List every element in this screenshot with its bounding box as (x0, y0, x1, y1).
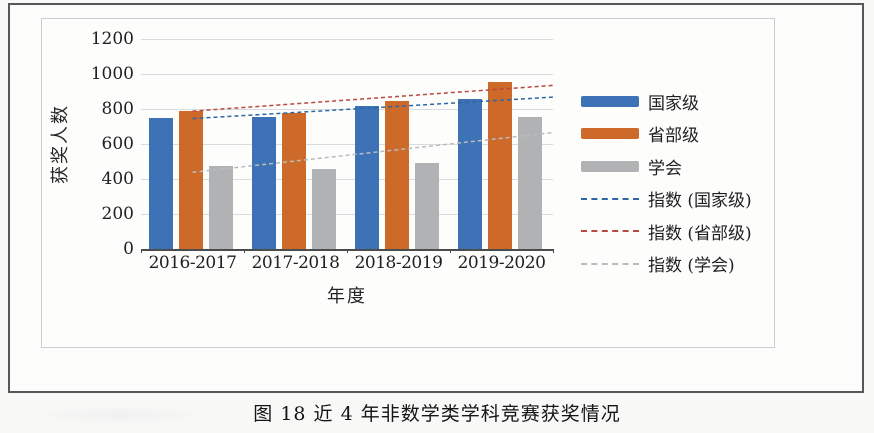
gridline (141, 144, 553, 145)
legend-item: 国家级 (581, 89, 699, 114)
legend-bar-swatch (581, 128, 639, 139)
legend-bar-swatch (581, 95, 639, 107)
y-axis-title: 获奖人数 (50, 104, 71, 184)
trendline-指数 (国家级) (192, 96, 554, 120)
x-axis-title: 年度 (327, 286, 367, 307)
bar-国家级-2018-2019 (355, 106, 379, 249)
y-tick-label: 200 (101, 204, 134, 224)
bar-国家级-2017-2018 (252, 116, 276, 249)
trendline-指数 (省部级) (192, 84, 554, 112)
bar-学会-2017-2018 (312, 168, 336, 249)
x-axis-tick-mark (347, 249, 348, 253)
bar-国家级-2019-2020 (458, 99, 482, 249)
x-tick-label: 2016-2017 (148, 253, 237, 273)
bar-省部级-2017-2018 (282, 112, 306, 249)
legend-line-swatch (581, 230, 639, 232)
x-axis-tick-mark (450, 249, 451, 253)
bar-省部级-2016-2017 (179, 110, 203, 249)
legend-line-swatch (581, 262, 639, 265)
trendline-指数 (学会) (192, 131, 554, 174)
legend-item: 省部级 (581, 122, 699, 146)
y-tick-label: 400 (101, 169, 134, 189)
legend-label: 指数 (学会) (648, 256, 735, 276)
legend-item: 指数 (国家级) (581, 187, 752, 211)
x-axis-tick-mark (244, 249, 245, 253)
y-tick-label: 1200 (90, 29, 134, 49)
y-tick-label: 0 (123, 239, 134, 259)
figure-caption: 图 18 近 4 年非数学类学科竞赛获奖情况 (253, 403, 621, 425)
legend-label: 学会 (648, 158, 682, 179)
x-axis-tick-mark (141, 249, 142, 253)
plot-area (141, 39, 554, 253)
y-tick-label: 1000 (90, 64, 134, 84)
gridline (141, 214, 553, 215)
legend-item: 学会 (581, 154, 682, 179)
gridline (141, 179, 553, 180)
bar-学会-2016-2017 (209, 165, 233, 249)
bar-学会-2018-2019 (415, 163, 439, 249)
legend-label: 省部级 (648, 126, 699, 146)
legend-item: 指数 (学会) (581, 252, 735, 276)
x-tick-label: 2017-2018 (251, 253, 340, 273)
legend-line-swatch (581, 197, 639, 200)
bar-国家级-2016-2017 (149, 117, 173, 249)
legend-label: 国家级 (648, 93, 699, 114)
legend-label: 指数 (省部级) (648, 223, 752, 244)
figure-frame: 获奖人数 0 200 400 600 800 1000 1200 2016-2017 2017… (8, 3, 864, 393)
x-axis-tick-mark (553, 249, 554, 253)
bar-省部级-2019-2020 (488, 81, 512, 249)
gridline (141, 74, 553, 75)
legend-label: 指数 (国家级) (648, 191, 752, 211)
chart-area: 获奖人数 0 200 400 600 800 1000 1200 2016-2017 2017… (41, 18, 775, 348)
bar-省部级-2018-2019 (385, 101, 409, 249)
bar-学会-2019-2020 (518, 116, 542, 249)
y-tick-label: 800 (101, 99, 134, 119)
x-tick-label: 2019-2020 (457, 253, 546, 273)
legend-item: 指数 (省部级) (581, 219, 752, 244)
legend-bar-swatch (581, 160, 639, 172)
gridline (141, 39, 553, 40)
trendlines-layer (192, 84, 554, 174)
x-tick-label: 2018-2019 (354, 253, 443, 273)
y-tick-label: 600 (101, 134, 134, 154)
